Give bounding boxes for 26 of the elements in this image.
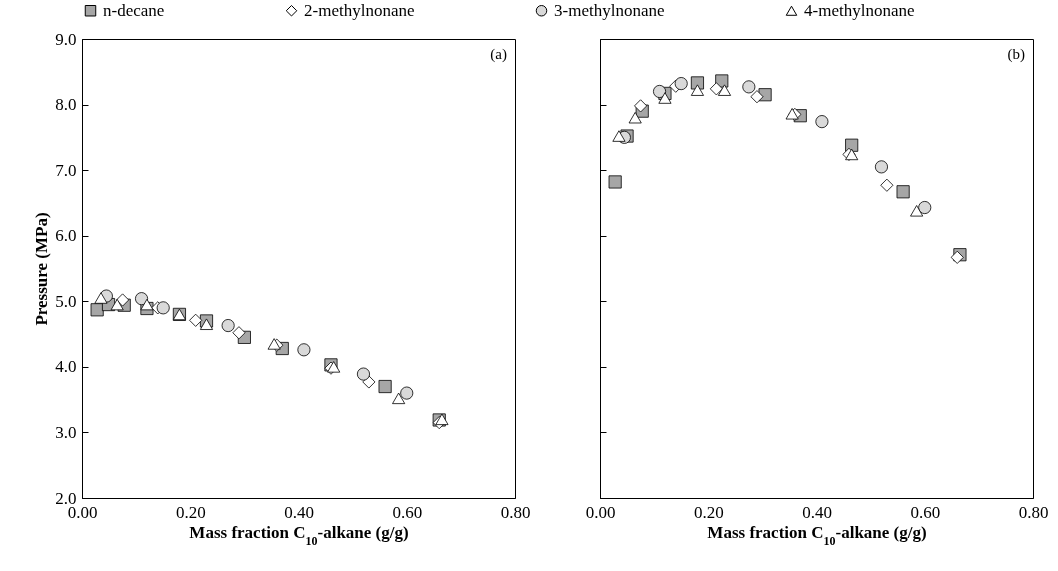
x-tick-label: 0.60 [910, 502, 941, 522]
legend-label: 2-methylnonane [304, 0, 415, 20]
y-tick-label: 2.0 [55, 488, 77, 508]
y-axis-title: Pressure (MPa) [32, 212, 52, 326]
x-tick-label: 0.20 [175, 502, 206, 522]
y-tick-label: 6.0 [55, 226, 77, 246]
legend-label: 4-methylnonane [804, 0, 915, 20]
annotation: (a) [490, 46, 507, 63]
y-tick-label: 9.0 [55, 29, 77, 49]
x-axis-title: Mass fraction C$_{10}$-alkane (g/g) [189, 522, 409, 548]
y-tick-label: 4.0 [55, 357, 77, 377]
y-tick-label: 5.0 [55, 291, 77, 311]
x-tick-label: 0.00 [585, 502, 616, 522]
x-tick-label: 0.40 [284, 502, 314, 522]
x-tick-label: 0.80 [500, 502, 531, 522]
y-tick-label: 3.0 [55, 422, 77, 442]
legend-label: n-decane [103, 0, 165, 20]
y-tick-label: 8.0 [55, 95, 77, 115]
x-tick-label: 0.80 [1018, 502, 1049, 522]
x-axis-title: Mass fraction C$_{10}$-alkane (g/g) [707, 522, 927, 548]
x-tick-label: 0.60 [392, 502, 423, 522]
legend-label: 3-methylnonane [554, 0, 665, 20]
annotation: (b) [1007, 46, 1025, 63]
y-tick-label: 7.0 [55, 160, 77, 180]
x-tick-label: 0.20 [693, 502, 724, 522]
x-tick-label: 0.40 [802, 502, 832, 522]
